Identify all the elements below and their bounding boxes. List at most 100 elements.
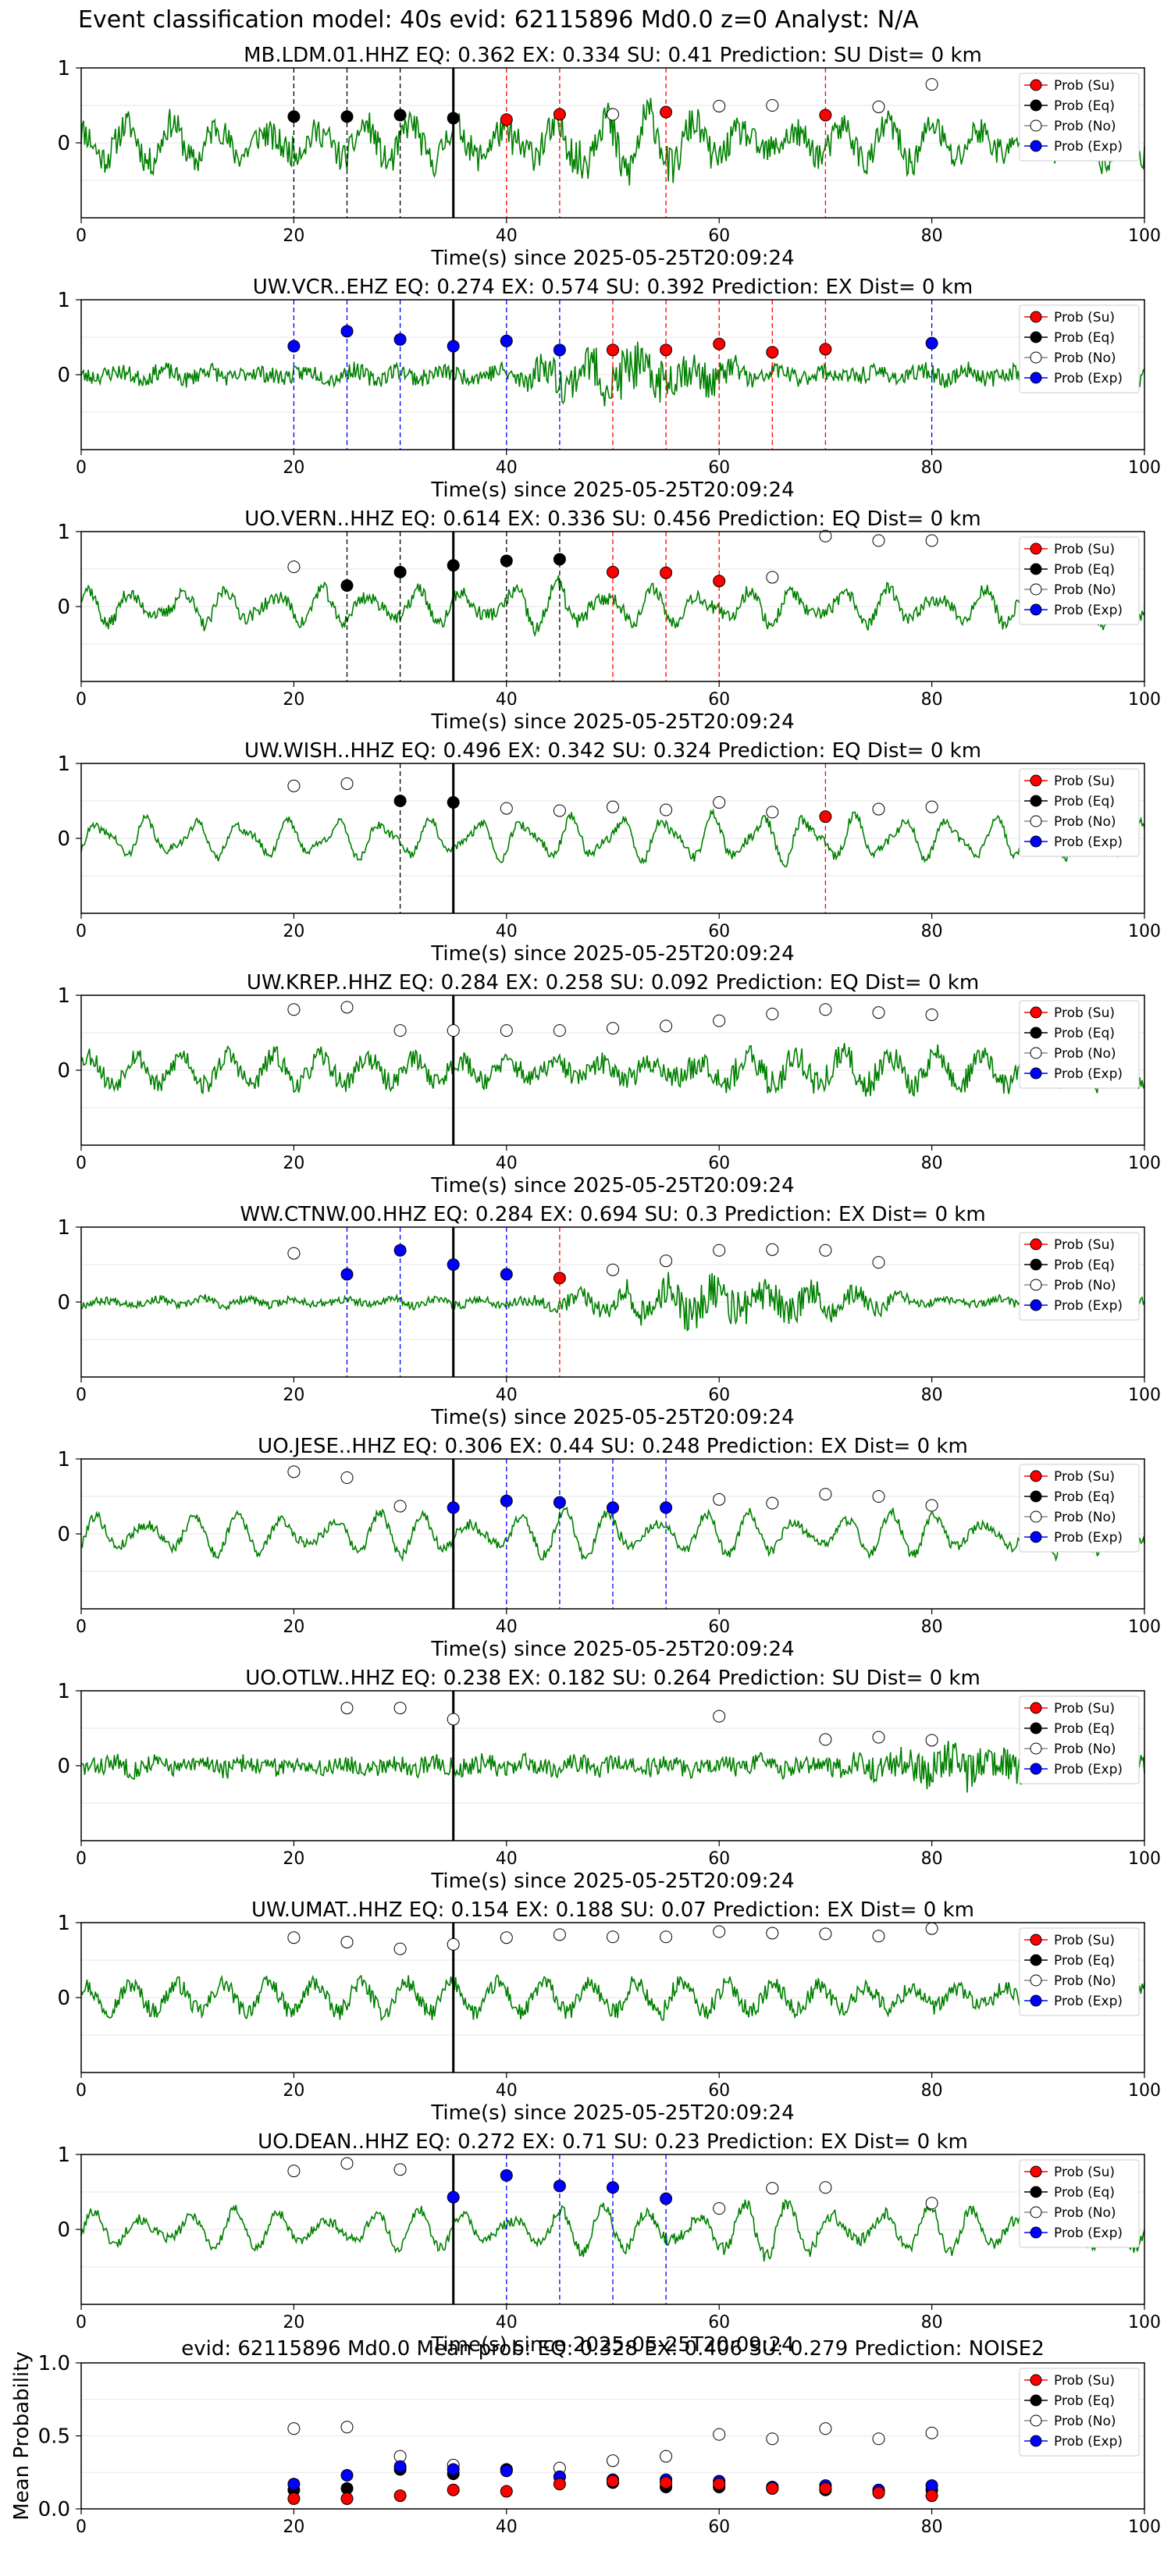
prob-marker-no xyxy=(713,2202,726,2215)
x-tick-label: 80 xyxy=(921,922,943,941)
prob-marker-su xyxy=(713,337,726,350)
legend-label-no: Prob (No) xyxy=(1054,350,1116,366)
x-tick-label: 0 xyxy=(76,690,87,710)
legend-label-exp: Prob (Exp) xyxy=(1054,1994,1123,2009)
legend-label-exp: Prob (Exp) xyxy=(1054,1762,1123,1777)
legend-marker-exp xyxy=(1030,1994,1042,2007)
prob-marker-no xyxy=(819,1927,832,1941)
x-axis-label: Time(s) since 2025-05-25T20:09:24 xyxy=(430,1870,794,1893)
legend-marker-su xyxy=(1030,1702,1042,1714)
x-tick-label: 0 xyxy=(76,1386,87,1405)
prob-marker-exp xyxy=(607,1501,619,1514)
mean-prob-point-no xyxy=(713,2428,726,2441)
prob-marker-exp xyxy=(660,1501,673,1514)
x-tick-label: 60 xyxy=(708,1617,730,1637)
station-panel: 0 20 40 60 80 100 1 0 WW.CTNW.00.HHZ EQ: 0.284 E… xyxy=(57,1203,1161,1429)
prob-marker-no xyxy=(872,1930,885,1943)
legend-marker-exp xyxy=(1030,1067,1042,1080)
mean-probability-panel: 0 20 40 60 80 100 1.0 0.5 0.0 evid: 62115896 Md0.… xyxy=(10,2337,1161,2537)
prob-marker-no xyxy=(500,1024,513,1037)
mean-prob-point-su xyxy=(925,2489,938,2503)
prob-marker-no xyxy=(553,804,566,817)
x-tick-label: 40 xyxy=(496,1617,518,1637)
legend-marker-su xyxy=(1030,2374,1042,2386)
y-tick-label: 0 xyxy=(57,1755,70,1778)
x-axis-label: Time(s) since 2025-05-25T20:09:24 xyxy=(430,479,794,502)
legend-label-su: Prob (Su) xyxy=(1054,774,1115,789)
x-tick-label: 80 xyxy=(921,2313,943,2332)
prob-marker-no xyxy=(340,777,354,790)
legend-label-su: Prob (Su) xyxy=(1054,1005,1115,1021)
y-tick-label: 1 xyxy=(57,2144,70,2167)
legend-marker-su xyxy=(1030,1934,1042,1946)
legend-marker-exp xyxy=(1030,603,1042,616)
prob-marker-no xyxy=(660,803,673,817)
x-tick-label: 100 xyxy=(1128,690,1161,710)
mean-prob-point-exp xyxy=(340,2468,354,2482)
legend-label-su: Prob (Su) xyxy=(1054,2165,1115,2180)
legend-marker-exp xyxy=(1030,2226,1042,2239)
mean-prob-point-su xyxy=(872,2486,885,2500)
prob-marker-eq xyxy=(340,579,354,592)
prob-marker-no xyxy=(925,1499,938,1512)
prob-marker-no xyxy=(393,1702,407,1715)
prob-marker-no xyxy=(872,1731,885,1744)
legend-label-eq: Prob (Eq) xyxy=(1054,562,1115,578)
prob-marker-no xyxy=(819,1244,832,1257)
prob-marker-no xyxy=(607,800,619,813)
panel-title: UW.UMAT..HHZ EQ: 0.154 EX: 0.188 SU: 0.0… xyxy=(251,1898,974,1922)
panel-title: WW.CTNW.00.HHZ EQ: 0.284 EX: 0.694 SU: 0… xyxy=(240,1203,985,1226)
mean-prob-point-no xyxy=(287,2422,301,2435)
x-tick-label: 40 xyxy=(496,458,518,478)
legend-marker-eq xyxy=(1030,99,1042,112)
prob-marker-no xyxy=(925,2197,938,2210)
x-tick-label: 80 xyxy=(921,1849,943,1869)
prob-marker-exp xyxy=(500,1268,513,1281)
legend-label-su: Prob (Su) xyxy=(1054,78,1115,94)
prob-marker-no xyxy=(766,1008,779,1020)
legend-label-no: Prob (No) xyxy=(1054,2205,1116,2221)
x-tick-label: 20 xyxy=(283,1849,304,1869)
x-tick-label: 40 xyxy=(496,1154,518,1173)
prob-marker-no xyxy=(340,1001,354,1014)
legend-marker-no xyxy=(1030,2206,1042,2218)
prob-marker-no xyxy=(925,78,938,91)
y-tick-label: 0.0 xyxy=(38,2498,70,2521)
station-panel: 0 20 40 60 80 100 1 0 UW.KREP..HHZ EQ: 0.284 EX:… xyxy=(57,971,1161,1197)
x-tick-label: 0 xyxy=(76,2081,87,2101)
panel-title: UW.VCR..EHZ EQ: 0.274 EX: 0.574 SU: 0.39… xyxy=(253,276,973,299)
y-tick-label: 0 xyxy=(57,1987,70,2010)
prob-marker-eq xyxy=(500,554,513,568)
legend-label-su: Prob (Su) xyxy=(1054,310,1115,326)
x-tick-label: 20 xyxy=(283,226,304,246)
prob-marker-su xyxy=(819,109,832,122)
prob-marker-no xyxy=(287,2165,301,2178)
prob-marker-no xyxy=(713,1710,726,1723)
station-panel: 0 20 40 60 80 100 1 0 UO.JESE..HHZ EQ: 0.306 EX:… xyxy=(57,1435,1161,1661)
legend-label-eq: Prob (Eq) xyxy=(1054,1953,1115,1969)
legend-label-exp: Prob (Exp) xyxy=(1054,2226,1123,2241)
prob-marker-exp xyxy=(447,340,460,353)
legend-label-eq: Prob (Eq) xyxy=(1054,2393,1115,2409)
prob-marker-no xyxy=(872,534,885,547)
legend-marker-no xyxy=(1030,119,1042,132)
prob-marker-no xyxy=(766,806,779,819)
legend-marker-no xyxy=(1030,1742,1042,1755)
legend-marker-eq xyxy=(1030,1722,1042,1735)
x-tick-label: 100 xyxy=(1128,1386,1161,1405)
prob-marker-no xyxy=(607,1930,619,1944)
legend-label-exp: Prob (Exp) xyxy=(1054,2434,1123,2450)
legend-marker-no xyxy=(1030,1279,1042,1291)
prob-marker-no xyxy=(713,1244,726,1257)
legend-marker-eq xyxy=(1030,1954,1042,1966)
legend-marker-exp xyxy=(1030,1531,1042,1543)
legend-label-su: Prob (Su) xyxy=(1054,1469,1115,1485)
prob-marker-no xyxy=(607,1263,619,1276)
legend-label-eq: Prob (Eq) xyxy=(1054,1258,1115,1273)
figure-title: Event classification model: 40s evid: 62… xyxy=(78,6,919,34)
prob-marker-su xyxy=(553,108,566,121)
legend-marker-eq xyxy=(1030,563,1042,575)
prob-marker-exp xyxy=(500,2169,513,2182)
x-tick-label: 60 xyxy=(708,458,730,478)
prob-marker-exp xyxy=(393,1244,407,1257)
